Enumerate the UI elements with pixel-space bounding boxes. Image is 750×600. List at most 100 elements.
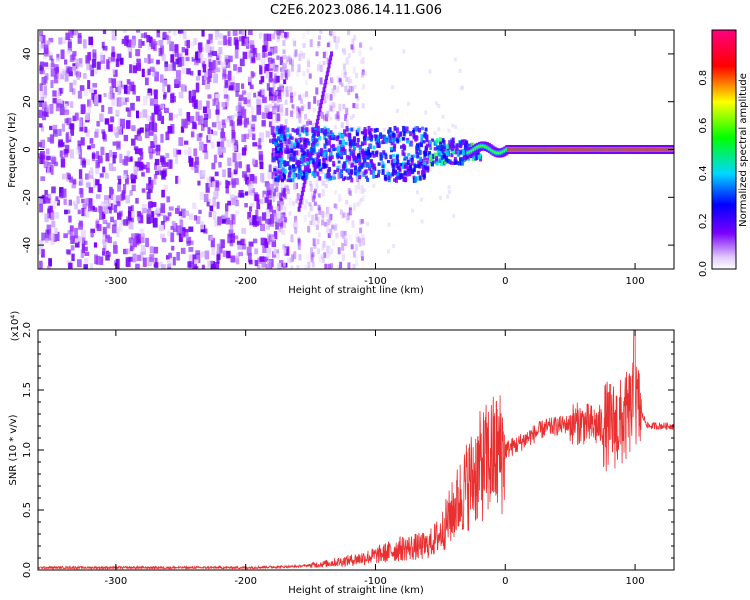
- heatmap-cell: [287, 138, 291, 145]
- heatmap-cell: [148, 188, 153, 193]
- heatmap-cell: [298, 115, 302, 124]
- heatmap-cell: [361, 83, 365, 90]
- heatmap-cell: [278, 260, 284, 267]
- heatmap-cell: [222, 250, 227, 258]
- heatmap-cell: [448, 145, 452, 150]
- heatmap-cell: [136, 95, 141, 102]
- heatmap-cell: [136, 254, 141, 262]
- heatmap-cell: [39, 123, 43, 128]
- spectrogram-y-tick-label: 0: [22, 146, 33, 152]
- heatmap-cell: [236, 252, 240, 259]
- heatmap-cell: [337, 154, 341, 158]
- heatmap-cell: [212, 197, 216, 207]
- heatmap-cell: [359, 197, 363, 202]
- heatmap-cell: [263, 257, 268, 263]
- heatmap-cell: [146, 183, 151, 191]
- heatmap-cell: [178, 233, 183, 243]
- heatmap-cell: [376, 142, 380, 148]
- heatmap-cell: [315, 123, 319, 129]
- heatmap-cell: [113, 245, 118, 254]
- heatmap-cell: [75, 58, 80, 67]
- snr-x-tick-label: 100: [626, 576, 645, 587]
- heatmap-cell: [356, 175, 360, 183]
- heatmap-cell: [82, 160, 86, 168]
- heatmap-cell: [323, 252, 327, 258]
- heatmap-cell: [206, 77, 210, 85]
- heatmap-cell: [360, 141, 364, 147]
- heatmap-cell: [392, 145, 396, 152]
- heatmap-cell: [359, 59, 363, 64]
- heatmap-cell: [142, 95, 148, 106]
- heatmap-cell: [264, 63, 270, 74]
- heatmap-cell: [227, 167, 232, 178]
- heatmap-cell: [394, 176, 398, 183]
- heatmap-cell: [318, 176, 322, 181]
- heatmap-cell: [363, 157, 367, 163]
- heatmap-cell: [139, 228, 144, 237]
- heatmap-cell: [280, 70, 284, 78]
- heatmap-cell: [186, 111, 191, 122]
- heatmap-cell: [235, 90, 239, 97]
- heatmap-cell: [284, 203, 288, 211]
- heatmap-cell: [358, 43, 362, 48]
- heatmap-cell: [75, 146, 81, 155]
- heatmap-cell: [134, 148, 140, 155]
- heatmap-cell: [188, 213, 194, 220]
- heatmap-cell: [345, 216, 349, 224]
- heatmap-cell: [345, 155, 349, 160]
- heatmap-cell: [210, 141, 215, 149]
- heatmap-cell: [323, 152, 327, 159]
- heatmap-cell: [275, 156, 279, 161]
- heatmap-cell: [364, 161, 368, 168]
- heatmap-cell: [267, 189, 272, 199]
- heatmap-cell: [288, 178, 292, 183]
- heatmap-cell: [281, 266, 286, 269]
- heatmap-cell: [207, 127, 211, 134]
- heatmap-cell: [324, 212, 328, 218]
- heatmap-cell: [293, 142, 297, 146]
- heatmap-cell: [309, 156, 313, 161]
- heatmap-cell: [125, 97, 129, 103]
- heatmap-cell: [102, 226, 107, 235]
- heatmap-cell: [302, 52, 306, 59]
- heatmap-cell: [280, 214, 285, 222]
- heatmap-cell: [285, 145, 289, 151]
- heatmap-cell: [102, 251, 106, 256]
- heatmap-cell: [275, 173, 279, 179]
- heatmap-cell: [287, 172, 291, 178]
- heatmap-cell: [275, 192, 279, 199]
- heatmap-cell: [111, 67, 115, 75]
- heatmap-cell: [178, 212, 183, 222]
- heatmap-cell: [316, 100, 320, 106]
- heatmap-cell: [89, 138, 94, 144]
- heatmap-cell: [229, 120, 233, 127]
- heatmap-cell: [108, 150, 113, 158]
- heatmap-cell: [336, 75, 340, 83]
- heatmap-cell: [321, 210, 325, 219]
- heatmap-cell: [369, 46, 373, 51]
- heatmap-cell: [303, 103, 307, 109]
- heatmap-cell: [211, 122, 217, 128]
- heatmap-cell: [316, 171, 320, 177]
- heatmap-cell: [267, 57, 273, 62]
- heatmap-cell: [412, 129, 416, 134]
- heatmap-cell: [156, 30, 161, 38]
- colorbar-label: Normalized spectral amplitude: [738, 73, 749, 227]
- heatmap-cell: [40, 70, 45, 75]
- heatmap-cell: [278, 147, 282, 153]
- heatmap-cell: [296, 112, 300, 119]
- heatmap-cell: [318, 135, 322, 141]
- heatmap-cell: [308, 202, 312, 207]
- heatmap-cell: [64, 144, 70, 153]
- heatmap-cell: [116, 53, 122, 62]
- heatmap-cell: [129, 64, 133, 74]
- snr-x-tick-label: -100: [364, 576, 387, 587]
- heatmap-cell: [390, 141, 394, 146]
- heatmap-cell: [373, 134, 377, 138]
- heatmap-cell: [95, 167, 100, 174]
- heatmap-cell: [70, 245, 75, 251]
- heatmap-cell: [320, 99, 324, 105]
- heatmap-cell: [361, 189, 365, 194]
- heatmap-cell: [289, 86, 293, 92]
- heatmap-cell: [353, 34, 357, 41]
